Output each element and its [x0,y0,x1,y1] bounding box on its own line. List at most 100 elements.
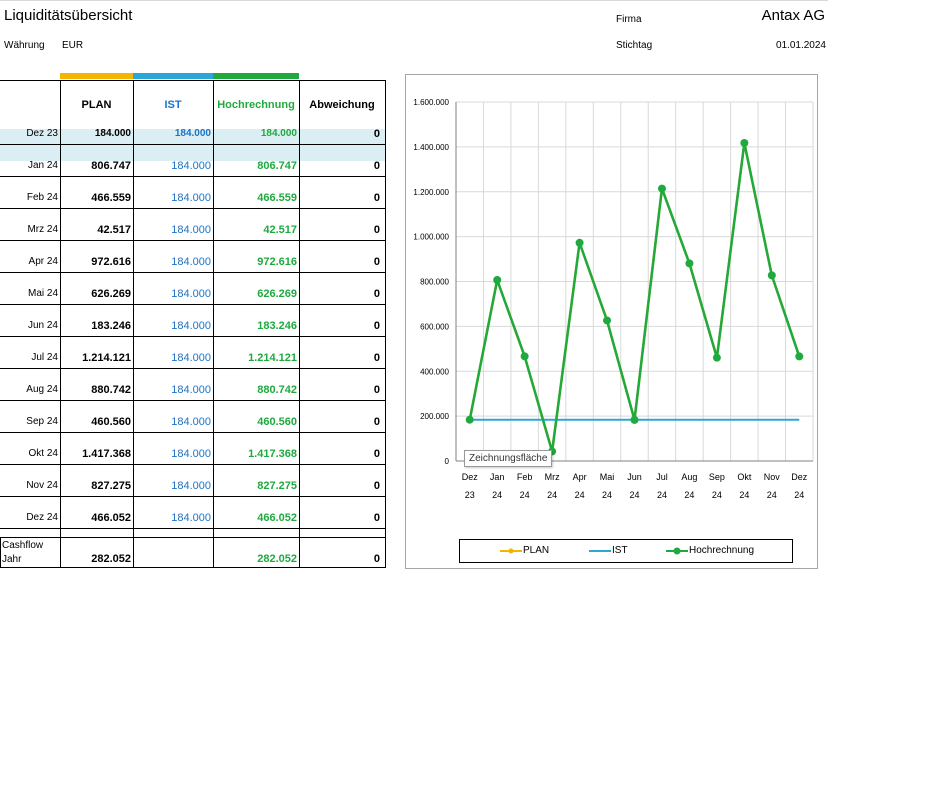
total-divider [385,537,386,567]
company-value[interactable]: Antax AG [761,7,825,24]
abw-cell[interactable]: 0 [373,288,380,300]
abw-cell[interactable]: 0 [373,256,380,268]
plan-cell[interactable]: 827.275 [91,480,131,492]
ist-cell[interactable]: 184.000 [171,320,211,332]
hoch-cell[interactable]: 880.742 [257,384,297,396]
hoch-cell[interactable]: 626.269 [257,288,297,300]
abw-cell[interactable]: 0 [373,416,380,428]
total-abw[interactable]: 0 [373,553,380,565]
x-tick-label: 24 [657,490,667,500]
currency-label: Währung [4,40,45,51]
total-label-2: Jahr [2,554,22,565]
plan-cell[interactable]: 466.559 [91,192,131,204]
data-point-hochrechnung [465,415,474,424]
data-point-hochrechnung [712,353,721,362]
hoch-cell[interactable]: 806.747 [257,160,297,172]
row-label: Jun 24 [27,320,58,331]
legend-plan-marker [508,548,514,554]
date-label: Stichtag [616,40,653,51]
total-plan[interactable]: 282.052 [91,553,131,565]
total-top-line [0,537,386,538]
abw-cell[interactable]: 0 [373,480,380,492]
currency-value[interactable]: EUR [62,40,84,51]
liquidity-table: PLAN IST Hochrechnung Abweichung Dez 23 184.0… [0,73,386,573]
row-divider [0,272,386,273]
hoch-cell[interactable]: 466.052 [257,512,297,524]
hoch-cell[interactable]: 1.214.121 [248,352,297,364]
ist-color-bar [133,73,213,79]
ist-cell[interactable]: 184.000 [171,512,211,524]
column-header-hoch: Hochrechnung [217,99,295,111]
chart-legend: PLAN IST Hochrechnung [459,539,793,563]
abw-cell[interactable]: 0 [373,320,380,332]
plan-cell[interactable]: 466.052 [91,512,131,524]
abw-cell[interactable]: 0 [373,448,380,460]
hoch-cell[interactable]: 184.000 [260,128,297,139]
abw-cell[interactable]: 0 [373,192,380,204]
plan-cell[interactable]: 183.246 [91,320,131,332]
liquidity-chart[interactable]: 0 200.000 400.000 600.000 800.000 1.000.000 1.… [405,74,818,569]
column-divider [299,80,300,538]
x-tick-label: 24 [520,490,530,500]
abw-cell[interactable]: 0 [373,512,380,524]
hoch-cell[interactable]: 183.246 [257,320,297,332]
abw-cell[interactable]: 0 [373,224,380,236]
x-tick-label: Apr [573,472,587,482]
hoch-cell[interactable]: 460.560 [257,416,297,428]
ist-cell[interactable]: 184.000 [174,128,211,139]
total-divider [60,537,61,567]
x-tick-label: Nov [764,472,781,482]
hoch-color-bar [213,73,299,79]
x-tick-label: Jan [490,472,505,482]
ist-cell[interactable]: 184.000 [171,352,211,364]
plan-cell[interactable]: 1.214.121 [82,352,131,364]
x-tick-label: 24 [547,490,557,500]
row-label: Dez 24 [26,512,58,523]
hoch-cell[interactable]: 42.517 [263,224,297,236]
ist-cell[interactable]: 184.000 [171,160,211,172]
y-tick-label: 0 [445,457,450,466]
plan-cell[interactable]: 184.000 [94,128,131,139]
plan-cell[interactable]: 42.517 [97,224,131,236]
x-tick-label: Sep [709,472,725,482]
ist-cell[interactable]: 184.000 [171,256,211,268]
x-tick-label: Jun [627,472,642,482]
ist-cell[interactable]: 184.000 [171,224,211,236]
data-point-hochrechnung [493,275,502,284]
ist-cell[interactable]: 184.000 [171,288,211,300]
abw-cell[interactable]: 0 [373,128,380,140]
plan-cell[interactable]: 880.742 [91,384,131,396]
column-divider [60,80,61,538]
x-tick-label: Dez [791,472,808,482]
row-divider [0,432,386,433]
x-tick-label: Aug [681,472,697,482]
abw-cell[interactable]: 0 [373,160,380,172]
y-tick-label: 1.400.000 [413,143,449,152]
plan-cell[interactable]: 1.417.368 [82,448,131,460]
hoch-cell[interactable]: 1.417.368 [248,448,297,460]
column-header-plan: PLAN [81,99,112,111]
ist-cell[interactable]: 184.000 [171,384,211,396]
data-point-hochrechnung [740,138,749,147]
plan-cell[interactable]: 460.560 [91,416,131,428]
x-tick-label: 24 [794,490,804,500]
abw-cell[interactable]: 0 [373,352,380,364]
plan-cell[interactable]: 972.616 [91,256,131,268]
ist-cell[interactable]: 184.000 [171,448,211,460]
hoch-cell[interactable]: 466.559 [257,192,297,204]
row-divider [0,368,386,369]
hoch-cell[interactable]: 972.616 [257,256,297,268]
legend-hoch-label: Hochrechnung [689,545,755,556]
plan-cell[interactable]: 626.269 [91,288,131,300]
ist-cell[interactable]: 184.000 [171,416,211,428]
hoch-cell[interactable]: 827.275 [257,480,297,492]
plan-cell[interactable]: 806.747 [91,160,131,172]
date-value[interactable]: 01.01.2024 [775,40,826,51]
y-tick-label: 1.600.000 [413,98,449,107]
ist-cell[interactable]: 184.000 [171,480,211,492]
data-point-hochrechnung [575,238,584,247]
ist-cell[interactable]: 184.000 [171,192,211,204]
total-hoch[interactable]: 282.052 [257,553,297,565]
abw-cell[interactable]: 0 [373,384,380,396]
data-point-hochrechnung [520,352,529,361]
